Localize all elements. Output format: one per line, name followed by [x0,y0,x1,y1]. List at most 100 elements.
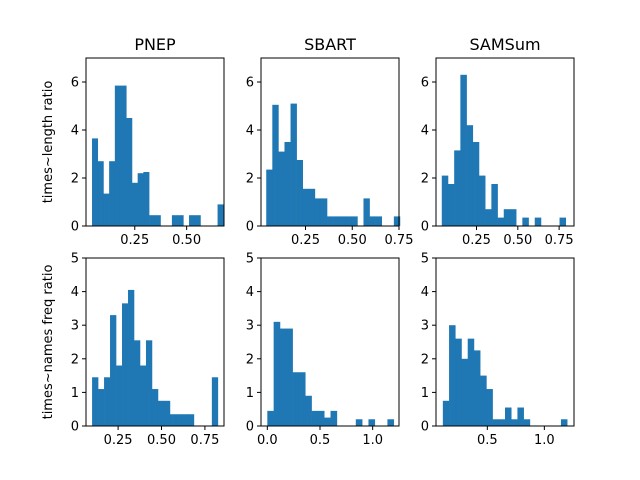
histogram-bar [393,216,401,226]
histogram-bar [559,217,567,226]
y-tick-label: 6 [246,76,254,91]
histogram-bar [317,410,325,426]
histogram-bar [375,216,383,226]
axes-frame [260,57,400,227]
histogram-bar [122,303,129,426]
histogram-bar [363,198,370,226]
x-tick-label: 0.5 [477,433,498,448]
histogram-bar [97,161,104,226]
histogram-bar [560,419,568,426]
histogram-bar [485,209,492,226]
y-tick-label: 0 [421,420,429,435]
histogram-bar [290,103,297,226]
chart-panel-5: 0 1 2 3 4 5 0.0 0.5 1.0 [246,252,400,448]
histogram-bar [163,400,171,426]
x-tick-label: 0.50 [147,433,176,448]
histogram-bar [279,328,287,426]
histogram-bar [154,215,161,226]
y-tick-label: 4 [246,285,254,300]
panel-title: PNEP [134,35,176,54]
histogram-bar [517,407,524,426]
x-tick-label: 0.50 [503,233,532,248]
histogram-bar [320,198,328,226]
chart-panel-1: 0 2 4 6 0.25 0.50 PNEP times~length ratio [41,35,225,248]
histogram-bar [134,340,141,426]
histogram-bar [169,414,177,426]
chart-panel-4: 0 1 2 3 4 5 0.25 0.50 0.75 times~names freq ratio [41,252,225,448]
histogram-bar [492,419,500,426]
y-tick-label: 4 [71,285,79,300]
x-tick-label: 0.25 [120,233,149,248]
histogram-bar [472,142,480,226]
chart-panel-3: 0 2 4 6 0.25 0.50 0.75 SAMSum [421,35,575,248]
histogram-bar [217,204,224,226]
histogram-bar [311,410,319,426]
histogram-bar [503,209,511,226]
histogram-bar [157,400,165,426]
y-tick-label: 4 [421,124,429,139]
histogram-bar [103,193,110,226]
histogram-bar [473,350,481,426]
histogram-bar [327,216,334,226]
histogram-bar [345,216,352,226]
histogram-bar [454,150,461,226]
histogram-bar [120,85,127,226]
y-tick-label: 4 [246,124,254,139]
y-tick-label: 3 [71,319,79,334]
histogram-bar [449,325,456,426]
panel-title: SAMSum [469,35,540,54]
y-tick-label: 2 [71,172,79,187]
histogram-bar [267,410,274,426]
histogram-bar [447,184,455,226]
x-tick-label: 0.75 [190,433,219,448]
y-tick-label: 0 [421,220,429,235]
panel-title: SBART [304,35,356,54]
histogram-bar [491,184,498,226]
histogram-bar [441,175,449,226]
histogram-bar [98,389,105,426]
histogram-bar [92,377,99,426]
chart-panel-2: 0 2 4 6 0.25 0.50 0.75 SBART [246,35,414,248]
y-tick-label: 0 [71,420,79,435]
histogram-bar [272,104,279,226]
histogram-bar [455,338,462,426]
y-tick-label: 1 [421,386,429,401]
histogram-bar [292,372,300,426]
y-tick-label: 5 [71,252,79,267]
histogram-bar [480,375,487,426]
x-tick-label: 0.50 [172,233,201,248]
y-tick-label: 0 [246,420,254,435]
histogram-bar [175,414,183,426]
y-tick-label: 6 [71,76,79,91]
histogram-bar [511,419,518,426]
histogram-bar [467,338,475,426]
axes-frame [260,257,400,427]
histogram-bar [92,138,99,226]
y-axis-label: times~length ratio [41,81,56,204]
histogram-bar [273,321,281,426]
y-tick-label: 2 [71,352,79,367]
histogram-bar [104,377,111,426]
histogram-bar [151,389,159,426]
axes-frame [85,57,225,227]
histogram-bar [460,74,467,226]
histogram-bar [149,215,156,226]
histogram-bar [171,215,178,226]
histogram-bar [284,142,291,226]
histogram-bar [355,419,363,426]
histogram-bar [126,118,133,226]
y-axis-label: times~names freq ratio [41,265,56,420]
histogram-bar [177,215,184,226]
histogram-bar [131,182,138,226]
y-tick-label: 1 [71,386,79,401]
histogram-bar [522,217,529,226]
histogram-bar [305,395,312,426]
y-tick-label: 4 [421,285,429,300]
histogram-bar [116,365,123,426]
histogram-bar [278,151,285,226]
histogram-bar [128,289,135,426]
axes-frame [85,257,225,427]
histogram-bar [143,172,150,226]
y-tick-label: 6 [421,76,429,91]
histogram-bar [368,419,376,426]
